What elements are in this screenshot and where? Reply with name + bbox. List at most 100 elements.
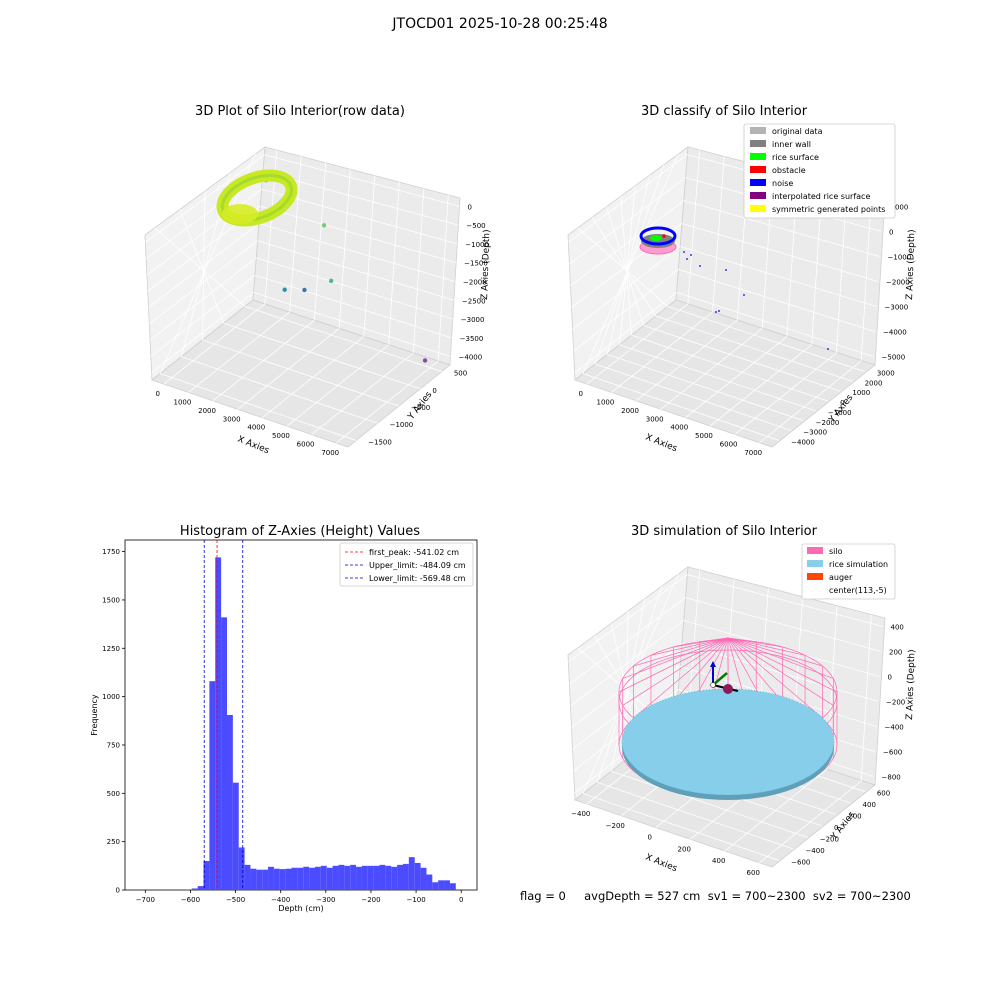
histogram-legend-label: Upper_limit: -484.09 cm (369, 561, 466, 570)
plot1-xtick-label: 5000 (272, 432, 290, 440)
plot4-legend-swatch (807, 560, 823, 567)
histogram-bar (262, 869, 269, 890)
histogram-xlabel: Depth (cm) (278, 904, 323, 913)
plot2-xtick-label: 5000 (695, 432, 713, 440)
plot2-noise-point (725, 269, 727, 271)
plot2-zlabel: Z Axies (Depth) (905, 229, 917, 300)
plot4-silo-roof-line (633, 637, 729, 719)
plot4-ytick-label: 0 (834, 824, 838, 832)
plot4-silo-roof-line (622, 637, 729, 679)
figure-title: JTOCD01 2025-10-28 00:25:48 (392, 16, 608, 32)
histogram-legend-label: first_peak: -541.02 cm (369, 548, 459, 557)
plot1-zgrid-left (146, 188, 262, 276)
plot2-legend: original data inner wall rice surface obsta… (743, 123, 896, 219)
histogram-bar (332, 865, 339, 890)
plot2-3d-axes: 0100020003000400050006000700030002000100… (567, 123, 917, 457)
plot2-title: 3D classify of Silo Interior (640, 104, 808, 119)
histogram-vlines (203, 540, 244, 890)
plot2-zgrid (678, 269, 876, 332)
plot4-ztick-label: −800 (882, 774, 901, 782)
plot2-legend-swatch (750, 153, 766, 160)
plot4-silo-roof-line (727, 637, 806, 656)
plot1-tick-labels: 010002000300040005000600070005000−500−10… (156, 203, 489, 457)
plot1-ztick-label: −1500 (464, 260, 488, 268)
histogram-bar (444, 880, 450, 890)
plot2-noise-point (699, 265, 701, 267)
histogram-ytick-label: 750 (107, 741, 120, 749)
histogram-ticks: −700 −600 −500 −400 −300 −200 −100 0 0 250 500 750 1… (102, 548, 463, 904)
plot2-legend-label: original data (772, 127, 823, 136)
plot4-zgrid-left (571, 643, 683, 728)
histogram-bar (250, 868, 257, 890)
plot2-xlabel: X Axies (644, 433, 679, 455)
plot2-xgrid (685, 336, 788, 419)
plot4-zgrid (685, 597, 882, 652)
plot2-noise-point (690, 254, 692, 256)
plot2-xgrid (611, 311, 713, 393)
histogram-bar (320, 865, 327, 890)
plot2-xtick-label: 0 (579, 390, 583, 398)
plot4-silo-roof-line (727, 637, 783, 648)
plot1-zgrid (260, 205, 457, 264)
plot4-ztick-label: 400 (891, 623, 904, 631)
histogram-bar (438, 880, 445, 890)
histogram-xtick-label: −600 (181, 896, 200, 904)
plot4-rice-simulation (621, 688, 835, 800)
histogram-bar (203, 860, 210, 890)
histogram-xtick-label: −200 (361, 896, 380, 904)
plot4-silo-roof-line (727, 637, 823, 667)
plot4-ztick-label: −400 (885, 724, 904, 732)
plot1-point (422, 358, 428, 363)
plot4-ygrid-left (596, 586, 662, 783)
plot1-3d-axes: 010002000300040005000600070005000−500−10… (144, 146, 492, 457)
plot2-ygrid (619, 344, 817, 412)
plot1-zgrid-left (149, 257, 257, 341)
plot2-tick-labels: 0100020003000400050006000700030002000100… (579, 203, 912, 457)
plot1-xlabel: X Axies (236, 435, 271, 457)
plot1-zlabel: Z Axies (Depth) (480, 229, 492, 300)
plot2-xgrid (635, 319, 738, 402)
plot2-xtick-label: 7000 (744, 449, 762, 457)
histogram-bar (273, 868, 280, 890)
histogram-bar (367, 865, 374, 890)
plot2-xgrid (734, 352, 837, 435)
plot4-legend-label: center(113,-5) (829, 586, 887, 595)
plot2-legend-swatch (750, 179, 766, 186)
plot4-legend-label: auger (829, 573, 853, 582)
plot4-xtick-label: −200 (606, 822, 625, 830)
plot1-point (328, 278, 334, 284)
plot4-tick-labels: −400−20002004006006004002000−200−400−600… (571, 623, 905, 877)
plot1-zgrid (254, 274, 452, 339)
histogram-bar (185, 889, 192, 890)
plot2-zgrid-left (573, 269, 679, 352)
plot2-ytick-label: −2000 (816, 419, 840, 427)
plot1-ygrid (181, 356, 378, 424)
histogram-xtick-label: −300 (316, 896, 335, 904)
plot4-legend-label: rice simulation (829, 560, 888, 569)
histogram-xtick-label: 0 (459, 896, 463, 904)
plot4-silo-roof-line (622, 637, 729, 706)
plot1-ztick-label: −3000 (461, 316, 485, 324)
plot2-ztick-label: −1000 (888, 253, 912, 261)
histogram-ytick-label: 0 (116, 887, 120, 895)
histogram-bar (373, 865, 380, 890)
histogram-ytick-label: 1500 (102, 596, 120, 604)
plot4-ytick-label: 400 (863, 801, 876, 809)
histogram-axes: −700 −600 −500 −400 −300 −200 −100 0 0 250 500 750 1… (90, 539, 478, 913)
plot2-ztick-label: −4000 (883, 329, 907, 337)
plot4-ytick-label: 200 (848, 813, 861, 821)
plot2-legend-box (743, 123, 896, 219)
plot1-zgrid (262, 171, 459, 226)
histogram-bar (391, 866, 398, 890)
plot4-ygrid-left (582, 573, 679, 794)
plot2-zgrid-left (568, 154, 688, 243)
plot1-xtick-label: 7000 (321, 449, 339, 457)
plot2-ygrid (582, 373, 780, 441)
histogram-bar (303, 866, 310, 890)
plot1-ztick-label: −500 (466, 222, 485, 230)
plot2-ygrid-left (606, 175, 650, 355)
plot2-legend-swatch (750, 140, 766, 147)
plot1-xtick-label: 2000 (198, 407, 216, 415)
histogram-bar (432, 882, 439, 890)
plot1-point (282, 287, 287, 292)
